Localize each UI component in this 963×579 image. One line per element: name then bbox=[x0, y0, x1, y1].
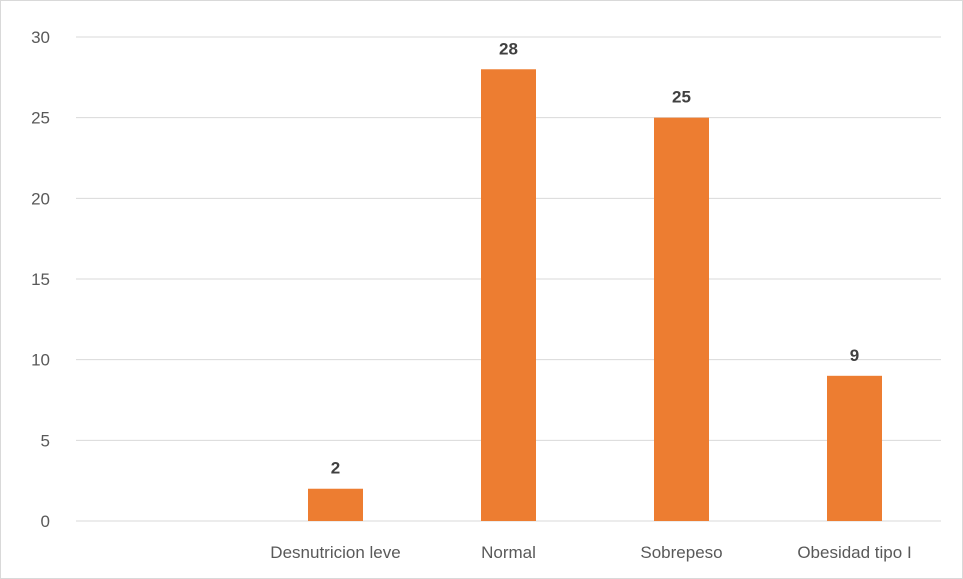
y-tick-label: 15 bbox=[31, 270, 50, 289]
x-tick-label: Desnutricion leve bbox=[270, 543, 400, 562]
x-axis-ticks: Desnutricion leve Normal Sobrepeso Obesidad… bbox=[270, 543, 911, 562]
x-tick-label: Sobrepeso bbox=[640, 543, 722, 562]
x-tick-label: Obesidad tipo I bbox=[797, 543, 911, 562]
bar bbox=[308, 488, 363, 521]
data-label: 25 bbox=[672, 88, 691, 107]
data-labels: 2 28 25 9 bbox=[331, 39, 859, 477]
y-tick-label: 30 bbox=[31, 28, 50, 47]
y-tick-label: 20 bbox=[31, 189, 50, 208]
data-label: 9 bbox=[850, 346, 859, 365]
bar bbox=[654, 117, 709, 522]
data-label: 2 bbox=[331, 459, 340, 478]
y-tick-label: 25 bbox=[31, 109, 50, 128]
data-label: 28 bbox=[499, 39, 518, 58]
x-tick-label: Normal bbox=[481, 543, 536, 562]
bars bbox=[308, 69, 882, 522]
bar bbox=[481, 69, 536, 522]
y-tick-label: 5 bbox=[41, 431, 50, 450]
bar bbox=[827, 375, 882, 521]
y-tick-label: 10 bbox=[31, 351, 50, 370]
y-axis-ticks: 0 5 10 15 20 25 30 bbox=[31, 28, 50, 531]
y-tick-label: 0 bbox=[41, 512, 50, 531]
